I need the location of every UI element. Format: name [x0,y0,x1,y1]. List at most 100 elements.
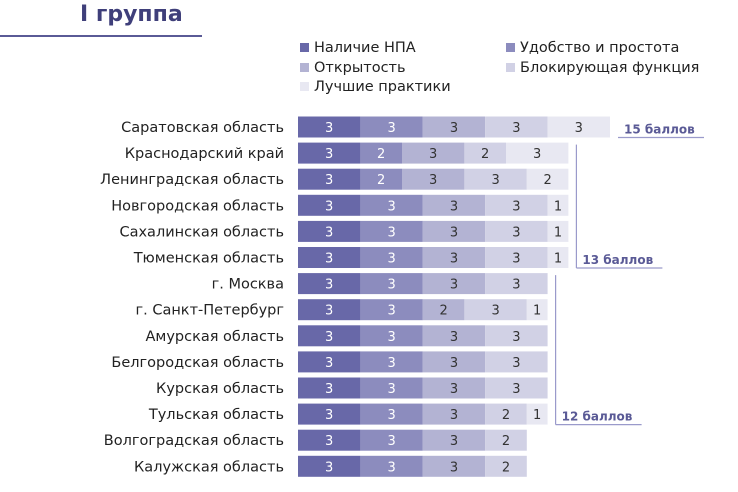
bar-value-label: 3 [387,460,395,475]
bar-value-label: 3 [512,278,520,293]
bar-value-label: 3 [325,460,333,475]
bar-segment [422,220,486,242]
bar-segment [422,247,486,268]
bar-segment [422,299,465,321]
bar-segment [485,116,548,138]
bar-segment [360,142,402,164]
bar-value-label: 3 [450,356,458,371]
bar-segment [360,299,423,321]
bar-value-label: 2 [543,173,551,188]
bar-value-label: 3 [512,252,520,267]
category-label: Ленинградская область [100,172,284,188]
bar-value-label: 3 [325,330,333,345]
bar-value-label: 3 [491,173,499,188]
bar-value-label: 3 [429,147,437,162]
legend-swatch-0 [300,43,309,52]
bar-segment [464,168,527,190]
legend-swatch-1 [506,43,515,52]
bar-value-label: 3 [387,252,395,267]
bar-value-label: 3 [325,225,333,240]
legend-label-1: Удобство и простота [520,40,679,56]
bar-segment [360,168,402,190]
category-label: Краснодарский край [125,146,284,162]
category-label: г. Санкт-Петербург [135,303,284,319]
category-label: Тюменская область [133,251,284,267]
bar-value-label: 3 [512,356,520,371]
bar-segment [298,168,361,190]
bar-value-label: 3 [387,408,395,423]
bar-segment [464,299,527,321]
bar-value-label: 3 [450,225,458,240]
legend-swatch-2 [300,63,309,72]
bar-segment [298,377,361,399]
bar-value-label: 3 [512,199,520,214]
category-label: г. Москва [212,277,284,293]
bar-value-label: 3 [387,330,395,345]
bar-segment [360,377,423,399]
bar-segment [485,403,527,425]
title-divider [0,35,202,37]
bar-value-label: 3 [450,199,458,214]
bar-segment [298,455,361,477]
bar-value-label: 2 [502,460,510,475]
bar-value-label: 3 [325,434,333,449]
bar-segment [485,351,548,373]
bar-segment [298,247,361,268]
bar-segment [298,273,361,295]
bar-segment [422,273,486,295]
bar-segment [298,194,361,216]
bar-segment [422,194,486,216]
bar-segment [526,403,548,425]
bar-segment [360,273,423,295]
score-brackets: 15 баллов 13 баллов 12 баллов [554,123,704,426]
legend-label-4: Лучшие практики [314,79,451,95]
bar-segment [485,377,548,399]
bar-segment [298,429,361,451]
bar-value-label: 3 [512,121,520,136]
bar-segment [298,116,361,138]
legend-label-0: Наличие НПА [314,40,416,56]
bar-segment [360,325,423,347]
bar-value-label: 3 [450,330,458,345]
bar-segment [422,377,486,399]
bar-segment [422,351,486,373]
bar-segment [360,429,423,451]
bar-segment [360,247,423,268]
bar-value-label: 3 [325,173,333,188]
legend-label-3: Блокирующая функция [520,60,699,76]
bar-segment [402,142,465,164]
bar-value-label: 3 [512,382,520,397]
bar-value-label: 3 [450,460,458,475]
bar-segment [506,142,569,164]
category-label: Сахалинская область [119,224,284,240]
bar-segment [547,194,569,216]
chart-bars: 3 3 3 3 33 2 3 2 33 2 3 3 23 3 3 3 13 3 3 3 13 3 3 3 13 3 3 33 3 2 3 13… [298,116,610,477]
bar-value-label: 3 [325,408,333,423]
bar-segment [526,299,548,321]
bar-value-label: 3 [387,199,395,214]
bar-value-label: 1 [533,304,541,319]
bar-value-label: 3 [387,278,395,293]
bar-segment [485,455,527,477]
category-label: Саратовская область [121,120,284,136]
bar-value-label: 3 [491,304,499,319]
legend-label-2: Открытость [314,60,406,76]
bar-value-label: 3 [450,252,458,267]
bar-value-label: 3 [387,121,395,136]
bar-segment [298,403,361,425]
category-label: Новгородская область [111,198,284,214]
bar-segment [485,194,548,216]
bar-segment [422,403,486,425]
bar-value-label: 2 [377,173,385,188]
bar-value-label: 3 [512,330,520,345]
bar-segment [547,116,610,138]
bar-segment [485,325,548,347]
bar-value-label: 3 [450,382,458,397]
bar-value-label: 3 [325,121,333,136]
bar-value-label: 3 [325,304,333,319]
bar-segment [547,220,569,242]
bar-value-label: 3 [575,121,583,136]
bar-segment [422,429,486,451]
bar-value-label: 3 [450,121,458,136]
